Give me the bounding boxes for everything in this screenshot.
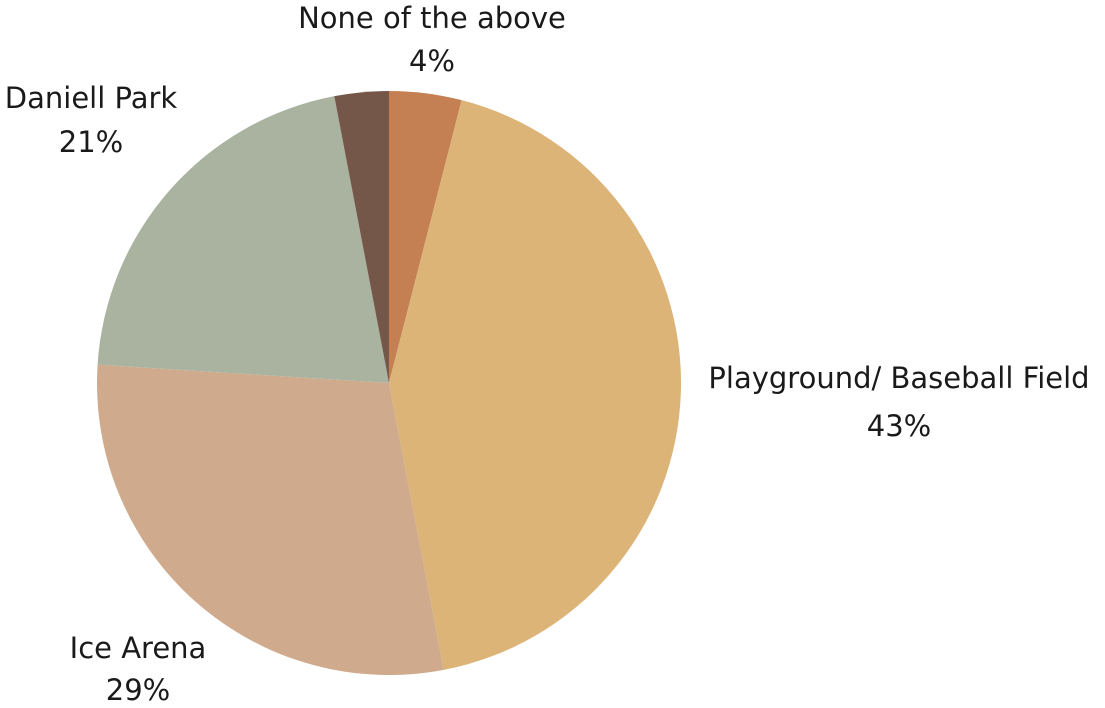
- slice-label-daniell-park: Daniell Park: [5, 81, 178, 115]
- slice-value-ice-arena: 29%: [106, 673, 170, 704]
- pie-slice-playground-baseball-field: [389, 100, 682, 670]
- slice-label-ice-arena: Ice Arena: [70, 631, 207, 665]
- pie-slice-none-of-the-above: [389, 90, 462, 383]
- pie-slice-daniell-park: [97, 96, 389, 384]
- slice-value-daniell-park: 21%: [59, 125, 123, 159]
- slice-value-playground-baseball-field: 43%: [867, 409, 931, 443]
- pie-slice-unlabeled: [334, 91, 389, 383]
- slice-label-none-of-the-above: None of the above: [298, 1, 566, 35]
- pie-labels: None of the above 4% Daniell Park 21% Pl…: [5, 1, 1090, 707]
- slice-value-none-of-the-above: 4%: [409, 44, 455, 78]
- pie-slice-ice-arena: [97, 364, 444, 676]
- pie-slices: [97, 90, 682, 676]
- slice-label-playground-baseball-field: Playground/ Baseball Field: [708, 361, 1089, 395]
